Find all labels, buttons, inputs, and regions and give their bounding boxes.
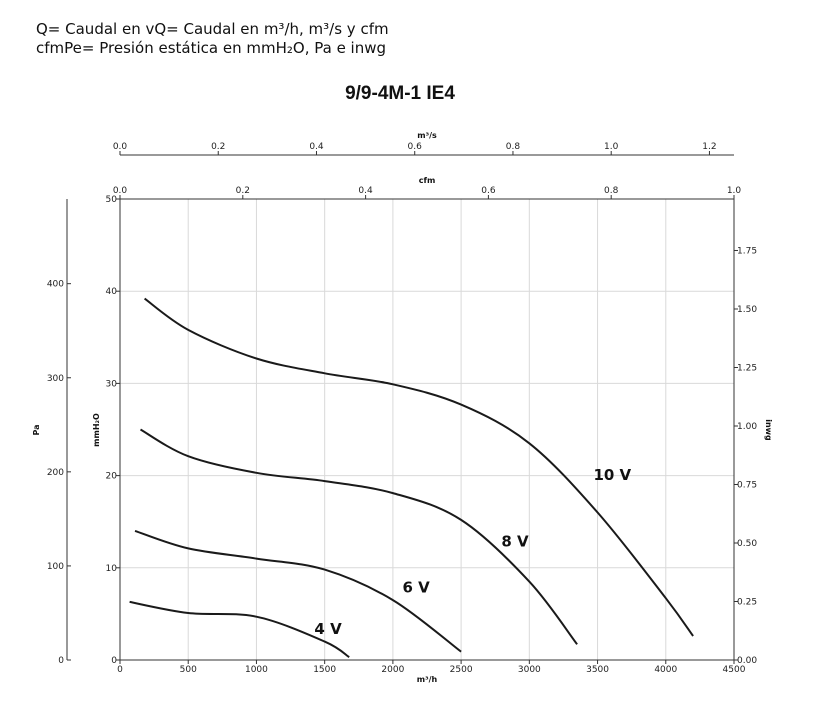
top-cfm-tick-label: 0.6 bbox=[481, 186, 496, 196]
curve-label-4v: 4 V bbox=[314, 620, 342, 638]
axis-labels: m³/h m³/s cfm mmH₂O Pa inwg bbox=[32, 131, 773, 684]
inwg-tick-label: 0.00 bbox=[737, 656, 757, 666]
curve-label-8v: 8 V bbox=[501, 533, 529, 551]
curve-4v bbox=[129, 600, 350, 659]
legend-line-caudal: Q= Caudal en vQ= Caudal en m³/h, m³/s y … bbox=[36, 20, 389, 38]
top-cfm-tick-label: 1.0 bbox=[727, 186, 742, 196]
x-tick-label: 1000 bbox=[245, 665, 268, 675]
top-cfm-axis-label: cfm bbox=[419, 176, 436, 185]
top-cfm-tick-label: 0.8 bbox=[604, 186, 619, 196]
y-tick-label: 20 bbox=[106, 472, 118, 482]
grid bbox=[120, 199, 734, 660]
axes: 0 500 1000 1500 2000 2500 3000 3500 4000 45000102… bbox=[47, 142, 758, 675]
x-tick-label: 4500 bbox=[723, 665, 746, 675]
pa-tick-label: 200 bbox=[47, 468, 64, 478]
x-tick-label: 0 bbox=[117, 665, 123, 675]
y-tick-label: 0 bbox=[111, 656, 117, 666]
pa-tick-label: 0 bbox=[58, 656, 64, 666]
inwg-tick-label: 1.50 bbox=[737, 305, 757, 315]
pa-tick-label: 100 bbox=[47, 562, 64, 572]
x-axis-label: m³/h bbox=[417, 675, 438, 684]
top-m3s-tick-label: 0.4 bbox=[309, 142, 324, 152]
pa-tick-label: 300 bbox=[47, 374, 64, 384]
legend-line-presion: cfmPe= Presión estática en mmH₂O, Pa e i… bbox=[36, 39, 387, 57]
x-tick-label: 2500 bbox=[450, 665, 473, 675]
x-tick-label: 3500 bbox=[586, 665, 609, 675]
top-m3s-tick-label: 0.2 bbox=[211, 142, 225, 152]
top-m3s-tick-label: 0.6 bbox=[408, 142, 423, 152]
y-tick-label: 10 bbox=[106, 564, 118, 574]
inwg-axis-label: inwg bbox=[764, 419, 773, 441]
top-cfm-tick-label: 0.4 bbox=[358, 186, 373, 196]
inwg-tick-label: 1.25 bbox=[737, 363, 757, 373]
curves: 10 V 8 V 6 V 4 V bbox=[129, 297, 694, 659]
legend-text: Q= Caudal en vQ= Caudal en m³/h, m³/s y … bbox=[36, 20, 389, 58]
pa-tick-label: 400 bbox=[47, 280, 64, 290]
y-axis-label: mmH₂O bbox=[92, 413, 101, 447]
chart-title: 9/9-4M-1 IE4 bbox=[345, 83, 455, 104]
top-m3s-tick-label: 0.8 bbox=[506, 142, 521, 152]
y-tick-label: 30 bbox=[106, 379, 118, 389]
top-m3s-tick-label: 0.0 bbox=[113, 142, 128, 152]
inwg-tick-label: 0.50 bbox=[737, 539, 757, 549]
top-m3s-axis-label: m³/s bbox=[417, 131, 437, 140]
y-tick-label: 40 bbox=[106, 287, 118, 297]
top-m3s-tick-label: 1.0 bbox=[604, 142, 619, 152]
x-tick-label: 4000 bbox=[654, 665, 677, 675]
plot-frame bbox=[119, 198, 735, 661]
x-tick-label: 2000 bbox=[381, 665, 404, 675]
curve-label-6v: 6 V bbox=[402, 579, 430, 597]
x-tick-label: 1500 bbox=[313, 665, 336, 675]
top-m3s-tick-label: 1.2 bbox=[702, 142, 716, 152]
top-cfm-tick-label: 0.0 bbox=[113, 186, 128, 196]
curve-10v bbox=[144, 297, 694, 637]
inwg-tick-label: 0.75 bbox=[737, 480, 757, 490]
pa-axis-label: Pa bbox=[32, 424, 41, 435]
inwg-tick-label: 0.25 bbox=[737, 597, 757, 607]
x-tick-label: 500 bbox=[180, 665, 197, 675]
curve-8v bbox=[140, 428, 578, 645]
x-tick-label: 3000 bbox=[518, 665, 541, 675]
curve-label-10v: 10 V bbox=[593, 466, 631, 484]
y-tick-label: 50 bbox=[106, 195, 118, 205]
inwg-tick-label: 1.00 bbox=[737, 422, 757, 432]
inwg-tick-label: 1.75 bbox=[737, 246, 757, 256]
curve-6v bbox=[134, 529, 462, 653]
top-cfm-tick-label: 0.2 bbox=[236, 186, 250, 196]
